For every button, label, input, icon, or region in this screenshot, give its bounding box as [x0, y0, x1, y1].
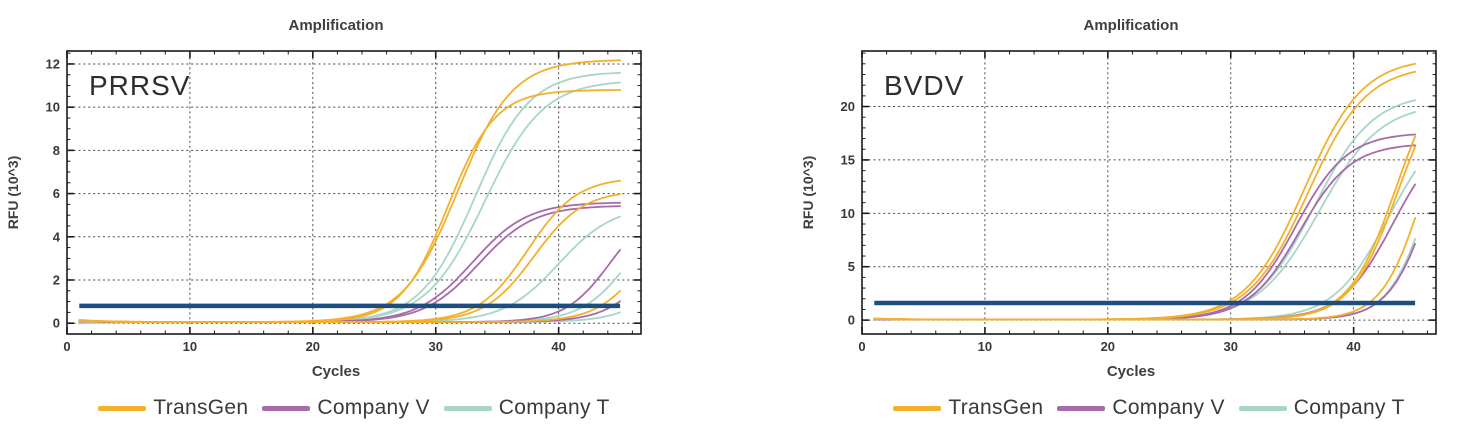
series-line-company-t — [78, 272, 621, 323]
legend-swatch-transgen — [98, 405, 147, 411]
svg-text:0: 0 — [858, 339, 865, 354]
svg-text:20: 20 — [841, 99, 855, 114]
svg-text:12: 12 — [46, 56, 60, 71]
x-axis-label: Cycles — [312, 363, 360, 380]
series-curves — [873, 62, 1416, 321]
svg-text:15: 15 — [841, 152, 855, 167]
legend-item-transgen: TransGen — [98, 396, 248, 420]
series-line-company-t — [873, 170, 1416, 321]
svg-text:8: 8 — [53, 143, 60, 158]
chart-panel-bvdv: 0 10 20 30 40 0 5 10 15 20 Amplification Cycles RFU … — [797, 0, 1459, 420]
axis-ticks — [66, 51, 641, 334]
amplification-chart-bvdv: 0 10 20 30 40 0 5 10 15 20 Amplification Cycles RFU … — [800, 17, 1437, 380]
legend-item-company-t: Company T — [1238, 396, 1405, 420]
svg-text:20: 20 — [306, 339, 320, 354]
svg-text:20: 20 — [1101, 339, 1115, 354]
series-line-company-v — [78, 248, 621, 323]
axis-ticks — [861, 51, 1436, 334]
legend-swatch-company-v — [1057, 405, 1106, 411]
legend-item-company-v: Company V — [262, 396, 429, 420]
series-line-transgen — [78, 290, 621, 323]
virus-name-label: PRRSV — [89, 70, 190, 101]
legend-swatch-company-v — [262, 405, 311, 411]
legend-bvdv: TransGen Company V Company T — [797, 396, 1459, 420]
legend-label-company-v: Company V — [1112, 396, 1225, 419]
svg-text:0: 0 — [63, 339, 70, 354]
legend-swatch-company-t — [443, 405, 492, 411]
series-line-company-t — [873, 111, 1416, 321]
legend-label-company-t: Company T — [1293, 396, 1405, 419]
legend-swatch-transgen — [893, 405, 942, 411]
svg-text:0: 0 — [53, 316, 60, 331]
svg-text:10: 10 — [46, 100, 60, 115]
chart-panel-prrsv: 0 10 20 30 40 0 2 4 6 8 10 12 Amplification Cycles RFU… — [2, 0, 664, 420]
legend-label-company-v: Company V — [317, 396, 430, 419]
plot-frame — [66, 50, 642, 335]
series-curves — [78, 59, 621, 325]
svg-text:2: 2 — [53, 272, 60, 287]
series-line-transgen — [873, 135, 1416, 321]
svg-text:30: 30 — [429, 339, 443, 354]
series-line-company-v — [873, 133, 1416, 321]
series-line-transgen — [78, 89, 621, 323]
legend-label-company-t: Company T — [498, 396, 610, 419]
legend-prrsv: TransGen Company V Company T — [2, 396, 664, 420]
series-line-company-t — [873, 99, 1416, 321]
svg-text:6: 6 — [53, 186, 60, 201]
chart-title: Amplification — [1083, 17, 1178, 34]
tick-labels: 0 10 20 30 40 0 5 10 15 20 — [841, 99, 1361, 354]
svg-text:10: 10 — [183, 339, 197, 354]
svg-text:10: 10 — [841, 206, 855, 221]
series-line-transgen — [873, 145, 1416, 321]
tick-labels: 0 10 20 30 40 0 2 4 6 8 10 12 — [46, 56, 566, 354]
svg-text:40: 40 — [1346, 339, 1360, 354]
legend-item-transgen: TransGen — [893, 396, 1043, 420]
chart-title: Amplification — [288, 17, 383, 34]
svg-text:10: 10 — [978, 339, 992, 354]
svg-text:0: 0 — [848, 313, 855, 328]
series-line-company-t — [78, 71, 621, 325]
legend-item-company-t: Company T — [443, 396, 610, 420]
y-axis-label: RFU (10^3) — [800, 156, 816, 230]
legend-label-transgen: TransGen — [948, 396, 1044, 419]
legend-swatch-company-t — [1238, 405, 1287, 411]
svg-text:40: 40 — [551, 339, 565, 354]
series-line-company-t — [873, 238, 1416, 321]
series-line-company-v — [873, 183, 1416, 321]
amplification-chart-prrsv: 0 10 20 30 40 0 2 4 6 8 10 12 Amplification Cycles RFU… — [5, 17, 642, 380]
svg-text:5: 5 — [848, 259, 855, 274]
series-line-company-t — [78, 81, 621, 323]
x-axis-label: Cycles — [1107, 363, 1155, 380]
series-line-transgen — [78, 193, 621, 323]
series-line-transgen — [873, 62, 1416, 321]
svg-text:4: 4 — [53, 229, 61, 244]
svg-text:30: 30 — [1224, 339, 1238, 354]
series-line-transgen — [78, 179, 621, 323]
series-line-transgen — [873, 217, 1416, 321]
legend-item-company-v: Company V — [1057, 396, 1224, 420]
series-line-transgen — [873, 70, 1416, 321]
y-axis-label: RFU (10^3) — [5, 156, 21, 230]
plot-frame — [861, 50, 1437, 335]
series-line-company-v — [873, 243, 1416, 321]
legend-label-transgen: TransGen — [153, 396, 249, 419]
virus-name-label: BVDV — [884, 70, 964, 101]
